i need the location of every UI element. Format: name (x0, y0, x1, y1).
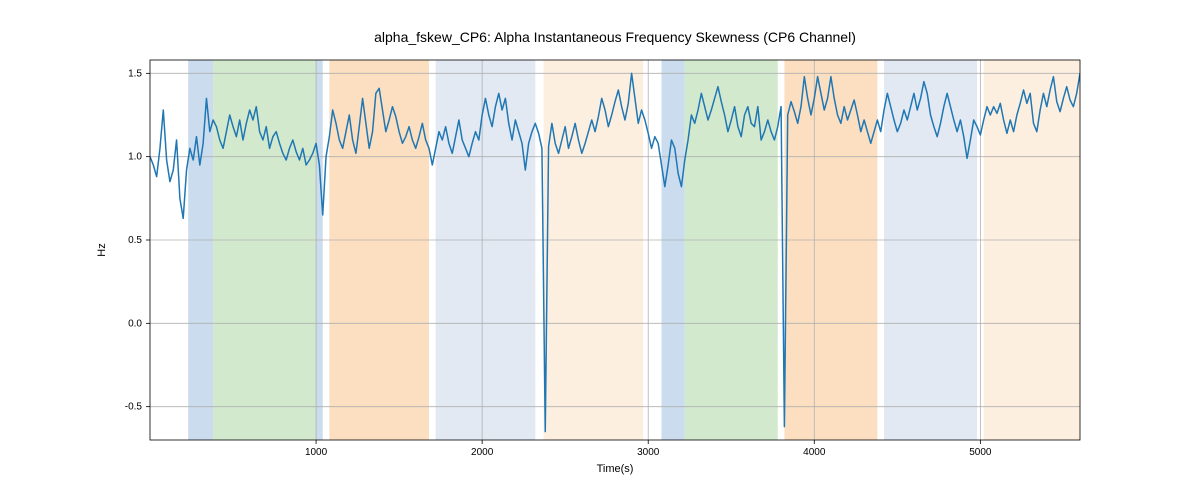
line-chart: 1000 2000 3000 4000 5000 -0.5 0.0 0.5 1.0 1.5 Time… (0, 0, 1200, 500)
shaded-regions (188, 60, 1080, 440)
chart-container: 1000 2000 3000 4000 5000 -0.5 0.0 0.5 1.0 1.5 Time… (0, 0, 1200, 500)
x-tick-label: 5000 (969, 447, 992, 458)
y-tick-label: 1.5 (128, 68, 142, 79)
x-tick-label: 2000 (471, 447, 494, 458)
y-tick-label: 0.0 (128, 318, 142, 329)
x-tick-label: 3000 (637, 447, 660, 458)
x-axis-label: Time(s) (597, 463, 634, 475)
y-axis-label: Hz (96, 243, 108, 256)
x-tick-label: 1000 (305, 447, 328, 458)
y-tick-label: 0.5 (128, 235, 142, 246)
y-tick-label: -0.5 (125, 402, 143, 413)
y-tick-label: 1.0 (128, 152, 142, 163)
x-tick-label: 4000 (803, 447, 826, 458)
chart-title: alpha_fskew_CP6: Alpha Instantaneous Fre… (374, 29, 856, 45)
